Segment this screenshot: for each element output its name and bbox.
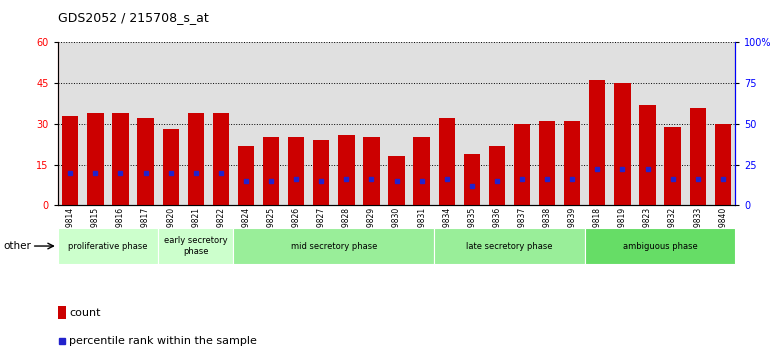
Bar xyxy=(715,124,731,205)
Bar xyxy=(288,137,304,205)
Bar xyxy=(213,113,229,205)
Text: ambiguous phase: ambiguous phase xyxy=(623,241,698,251)
Text: GDS2052 / 215708_s_at: GDS2052 / 215708_s_at xyxy=(58,11,209,24)
Bar xyxy=(188,113,204,205)
Bar xyxy=(388,156,405,205)
Bar xyxy=(439,119,455,205)
Text: late secretory phase: late secretory phase xyxy=(466,241,553,251)
Text: other: other xyxy=(4,241,32,251)
Bar xyxy=(464,154,480,205)
Bar xyxy=(514,124,531,205)
Bar xyxy=(363,137,380,205)
Text: proliferative phase: proliferative phase xyxy=(69,241,148,251)
Bar xyxy=(413,137,430,205)
Bar xyxy=(112,113,129,205)
Bar xyxy=(584,228,735,264)
Bar xyxy=(489,145,505,205)
Bar xyxy=(158,228,233,264)
Bar xyxy=(639,105,656,205)
Text: early secretory
phase: early secretory phase xyxy=(164,236,228,256)
Bar xyxy=(539,121,555,205)
Bar xyxy=(589,80,605,205)
Text: mid secretory phase: mid secretory phase xyxy=(290,241,377,251)
Bar xyxy=(58,306,66,319)
Bar xyxy=(87,113,103,205)
Bar xyxy=(338,135,354,205)
Bar xyxy=(690,108,706,205)
Bar xyxy=(137,119,154,205)
Bar xyxy=(62,116,79,205)
Bar xyxy=(162,129,179,205)
Bar xyxy=(263,137,280,205)
Bar xyxy=(313,140,330,205)
Bar xyxy=(434,228,584,264)
Bar xyxy=(58,228,158,264)
Bar xyxy=(238,145,254,205)
Bar xyxy=(564,121,581,205)
Bar xyxy=(614,83,631,205)
Bar xyxy=(665,127,681,205)
Text: percentile rank within the sample: percentile rank within the sample xyxy=(69,336,257,346)
Text: count: count xyxy=(69,308,101,318)
Bar xyxy=(233,228,434,264)
